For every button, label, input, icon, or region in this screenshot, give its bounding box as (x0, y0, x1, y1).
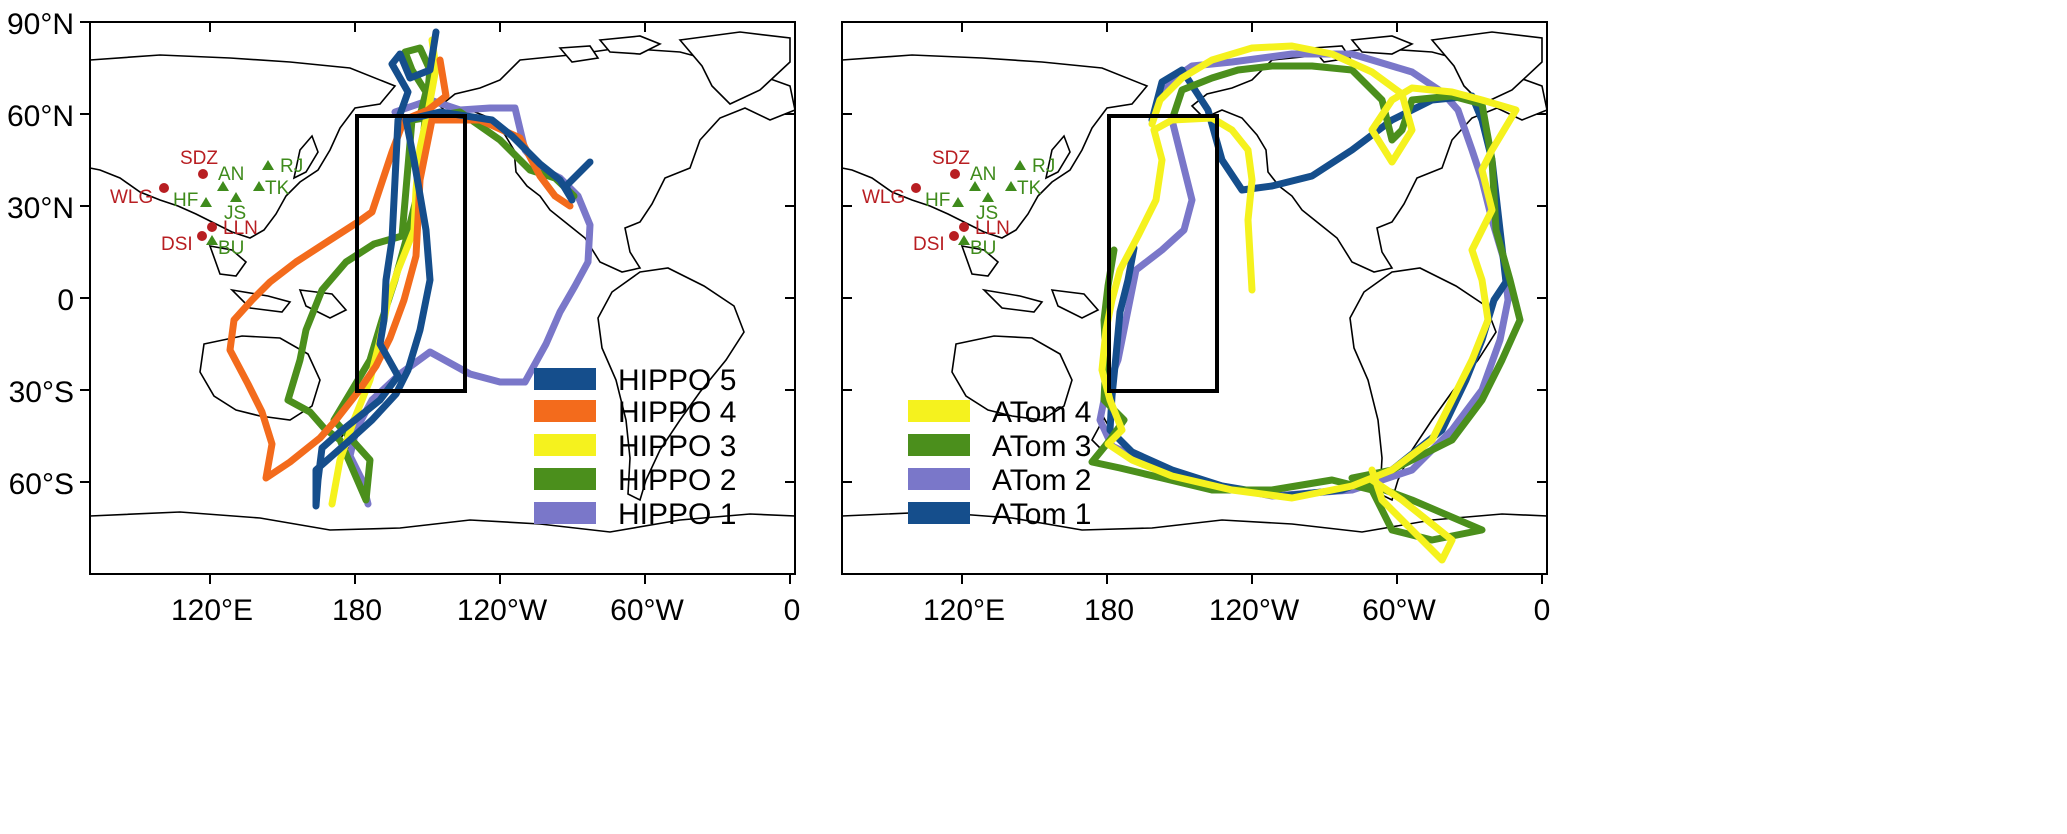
station-marker-js (982, 192, 994, 202)
track-atom-3 (1088, 62, 1524, 544)
legend-label-atom-3: ATom 3 (992, 430, 1091, 463)
station-marker-hf (200, 197, 212, 207)
legend-left: HIPPO 5 HIPPO 4 HIPPO 3 HIPPO 2 HIPPO 1 (534, 364, 736, 531)
station-label-js: JS (224, 203, 246, 224)
station-marker-dsi (197, 231, 207, 241)
legend-swatch-hippo-5 (534, 368, 596, 390)
legend-swatch-atom-2 (908, 468, 970, 490)
station-label-dsi: DSI (913, 234, 945, 255)
x-axis-labels-right: 120°E 180 120°W 60°W 0 (923, 594, 1550, 627)
legend-label-atom-4: ATom 4 (992, 396, 1091, 429)
region-box (355, 114, 467, 393)
station-label-rj: RJ (280, 156, 303, 177)
track-hippo-2 (284, 44, 578, 504)
station-marker-tk (1005, 181, 1017, 191)
track-atom-4 (1098, 42, 1520, 564)
station-marker-wlg (911, 183, 921, 193)
x-label-0: 0 (784, 594, 801, 627)
flight-tracks (1088, 42, 1524, 564)
station-markers: SDZ WLG LLN DSI AN RJ HF TK JS BU (110, 148, 303, 259)
station-marker-sdz (950, 169, 960, 179)
y-label-60s: 60°S (9, 468, 74, 501)
station-label-dsi: DSI (161, 234, 193, 255)
station-markers: SDZ WLG LLN DSI AN RJ HF TK JS BU (862, 148, 1055, 259)
station-label-tk: TK (265, 178, 290, 199)
y-label-60n: 60°N (7, 100, 74, 133)
station-marker-dsi (949, 231, 959, 241)
x-axis-labels-left: 120°E 180 120°W 60°W 0 (171, 594, 800, 627)
x-label-180: 180 (1084, 594, 1134, 627)
station-marker-lln (959, 222, 969, 232)
station-label-wlg: WLG (110, 187, 153, 208)
legend-label-hippo-2: HIPPO 2 (618, 464, 736, 497)
station-marker-an (217, 181, 229, 191)
legend-swatch-hippo-1 (534, 502, 596, 524)
station-marker-rj (1014, 160, 1026, 170)
legend-swatch-atom-1 (908, 502, 970, 524)
station-label-an: AN (970, 164, 996, 185)
station-label-tk: TK (1017, 178, 1042, 199)
x-label-60w: 60°W (610, 594, 684, 627)
legend-label-hippo-1: HIPPO 1 (618, 498, 736, 531)
station-marker-js (230, 192, 242, 202)
legend-swatch-hippo-4 (534, 400, 596, 422)
legend-right: ATom 4 ATom 3 ATom 2 ATom 1 (908, 396, 1091, 531)
flight-tracks (226, 28, 594, 510)
station-marker-bu (958, 235, 970, 245)
station-label-sdz: SDZ (180, 148, 218, 169)
x-label-180: 180 (332, 594, 382, 627)
legend-swatch-atom-3 (908, 434, 970, 456)
station-label-js: JS (976, 203, 998, 224)
legend-label-atom-2: ATom 2 (992, 464, 1091, 497)
region-box (1107, 114, 1219, 393)
y-label-0: 0 (57, 284, 74, 317)
x-label-60w: 60°W (1362, 594, 1436, 627)
x-label-120w: 120°W (1209, 594, 1300, 627)
station-marker-an (969, 181, 981, 191)
legend-label-hippo-5: HIPPO 5 (618, 364, 736, 397)
track-hippo-4 (226, 56, 574, 482)
station-marker-tk (253, 181, 265, 191)
track-hippo-5 (312, 28, 594, 510)
x-label-0: 0 (1534, 594, 1551, 627)
legend-label-atom-1: ATom 1 (992, 498, 1091, 531)
coastlines (841, 31, 1548, 575)
right-ticks (842, 22, 1547, 584)
station-marker-bu (206, 235, 218, 245)
station-label-rj: RJ (1032, 156, 1055, 177)
legend-label-hippo-4: HIPPO 4 (618, 396, 736, 429)
station-marker-wlg (159, 183, 169, 193)
station-marker-hf (952, 197, 964, 207)
y-label-30s: 30°S (9, 376, 74, 409)
legend-swatch-atom-4 (908, 400, 970, 422)
station-label-bu: BU (970, 238, 996, 259)
station-label-lln: LLN (223, 218, 258, 239)
station-label-an: AN (218, 164, 244, 185)
x-label-120e: 120°E (923, 594, 1005, 627)
station-label-sdz: SDZ (932, 148, 970, 169)
track-atom-2 (1096, 50, 1512, 500)
legend-swatch-hippo-3 (534, 434, 596, 456)
x-label-120e: 120°E (171, 594, 253, 627)
station-label-lln: LLN (975, 218, 1010, 239)
station-label-wlg: WLG (862, 187, 905, 208)
y-label-30n: 30°N (7, 192, 74, 225)
right-map-panel: SDZ WLG LLN DSI AN RJ HF TK JS BU ATom 4… (841, 21, 1550, 627)
x-label-120w: 120°W (457, 594, 548, 627)
station-label-hf: HF (173, 190, 198, 211)
station-label-hf: HF (925, 190, 950, 211)
legend-swatch-hippo-2 (534, 468, 596, 490)
y-axis-labels-left: 90°N 60°N 30°N 0 30°S 60°S (7, 8, 74, 501)
y-label-90n: 90°N (7, 8, 74, 41)
station-label-bu: BU (218, 238, 244, 259)
left-map-panel: SDZ WLG LLN DSI AN RJ HF TK JS BU HIPPO … (7, 8, 800, 627)
legend-label-hippo-3: HIPPO 3 (618, 430, 736, 463)
left-ticks (80, 21, 795, 584)
station-marker-lln (207, 222, 217, 232)
station-marker-rj (262, 160, 274, 170)
station-marker-sdz (198, 169, 208, 179)
